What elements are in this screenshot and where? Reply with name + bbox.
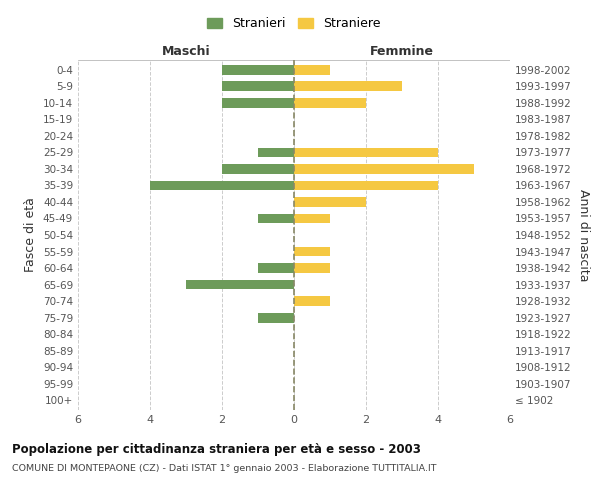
Bar: [294, 148, 438, 158]
Bar: [258, 312, 294, 322]
Bar: [294, 65, 330, 75]
Bar: [222, 65, 294, 75]
Bar: [258, 214, 294, 224]
Bar: [294, 197, 366, 207]
Bar: [294, 98, 366, 108]
Bar: [294, 82, 402, 92]
Bar: [222, 98, 294, 108]
Bar: [258, 263, 294, 273]
Legend: Stranieri, Straniere: Stranieri, Straniere: [202, 12, 386, 35]
Text: Popolazione per cittadinanza straniera per età e sesso - 2003: Popolazione per cittadinanza straniera p…: [12, 442, 421, 456]
Bar: [150, 180, 294, 190]
Bar: [294, 214, 330, 224]
Text: Maschi: Maschi: [161, 46, 211, 59]
Y-axis label: Anni di nascita: Anni di nascita: [577, 188, 590, 281]
Bar: [258, 148, 294, 158]
Bar: [222, 82, 294, 92]
Bar: [294, 246, 330, 256]
Y-axis label: Fasce di età: Fasce di età: [25, 198, 37, 272]
Bar: [186, 280, 294, 289]
Bar: [294, 296, 330, 306]
Bar: [294, 180, 438, 190]
Bar: [294, 263, 330, 273]
Bar: [222, 164, 294, 174]
Text: COMUNE DI MONTEPAONE (CZ) - Dati ISTAT 1° gennaio 2003 - Elaborazione TUTTITALIA: COMUNE DI MONTEPAONE (CZ) - Dati ISTAT 1…: [12, 464, 437, 473]
Bar: [294, 164, 474, 174]
Text: Femmine: Femmine: [370, 46, 434, 59]
